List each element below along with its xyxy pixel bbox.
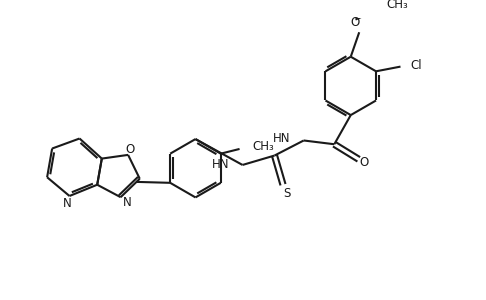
Text: Cl: Cl: [410, 59, 421, 72]
Text: O: O: [125, 143, 135, 156]
Text: N: N: [123, 196, 132, 209]
Text: O: O: [351, 16, 360, 29]
Text: O: O: [360, 156, 369, 169]
Text: CH₃: CH₃: [252, 140, 274, 153]
Text: CH₃: CH₃: [386, 0, 408, 11]
Text: S: S: [283, 187, 291, 200]
Text: HN: HN: [273, 132, 291, 145]
Text: N: N: [63, 197, 71, 211]
Text: HN: HN: [212, 158, 229, 171]
